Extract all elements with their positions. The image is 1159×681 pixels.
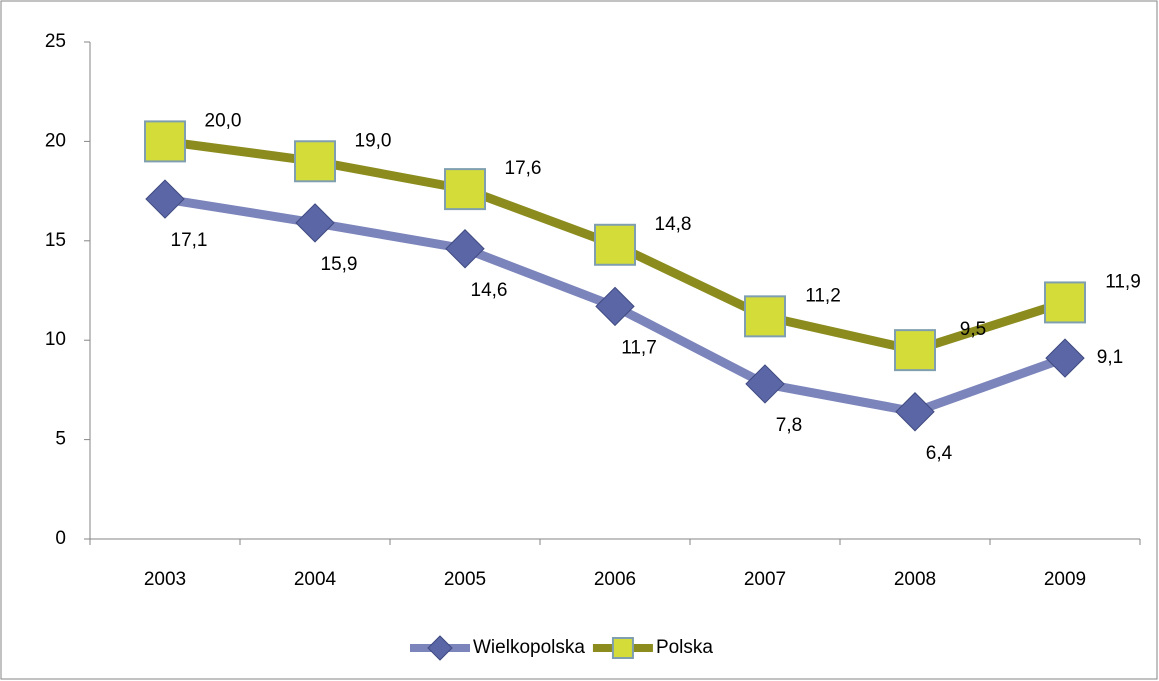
- marker: [445, 229, 485, 269]
- marker: [595, 286, 635, 327]
- y-tick-label: 0: [55, 528, 66, 549]
- data-label: 7,8: [776, 415, 802, 436]
- marker: [444, 168, 486, 211]
- marker: [1044, 281, 1086, 324]
- x-tick-label: 2003: [144, 569, 186, 590]
- data-label: 14,6: [471, 280, 508, 301]
- y-tick-label: 10: [45, 329, 66, 350]
- data-label: 19,0: [355, 130, 392, 151]
- data-label: 17,6: [505, 158, 542, 179]
- legend-label: Polska: [656, 637, 713, 658]
- data-label: 6,4: [926, 443, 953, 464]
- y-tick-label: 5: [55, 429, 66, 450]
- marker: [145, 179, 185, 219]
- x-tick-label: 2004: [294, 569, 337, 590]
- data-label: 17,1: [171, 230, 208, 251]
- y-tick-label: 15: [45, 230, 66, 251]
- marker: [895, 392, 935, 432]
- data-label: 20,0: [205, 110, 242, 131]
- marker: [744, 295, 786, 338]
- data-label: 15,9: [321, 254, 358, 275]
- y-tick-label: 20: [45, 130, 66, 151]
- legend-marker: [611, 637, 634, 659]
- marker: [294, 140, 336, 183]
- marker: [295, 203, 335, 243]
- data-label: 11,2: [805, 285, 841, 306]
- marker: [144, 120, 186, 163]
- marker: [1045, 338, 1085, 378]
- y-tick-label: 25: [45, 31, 66, 52]
- marker: [894, 329, 936, 372]
- data-label: 9,5: [960, 319, 986, 340]
- x-tick-label: 2006: [594, 569, 636, 590]
- marker: [745, 364, 785, 404]
- x-tick-label: 2009: [1044, 569, 1086, 590]
- x-tick-label: 2005: [444, 569, 486, 590]
- marker: [594, 223, 636, 266]
- x-tick-label: 2008: [894, 569, 936, 590]
- data-label: 9,1: [1097, 347, 1123, 368]
- x-tick-label: 2007: [744, 569, 786, 590]
- legend-marker: [427, 635, 453, 661]
- data-label: 11,7: [621, 337, 657, 358]
- data-label: 14,8: [655, 214, 692, 235]
- data-label: 11,9: [1105, 271, 1141, 292]
- legend-label: Wielkopolska: [473, 637, 585, 658]
